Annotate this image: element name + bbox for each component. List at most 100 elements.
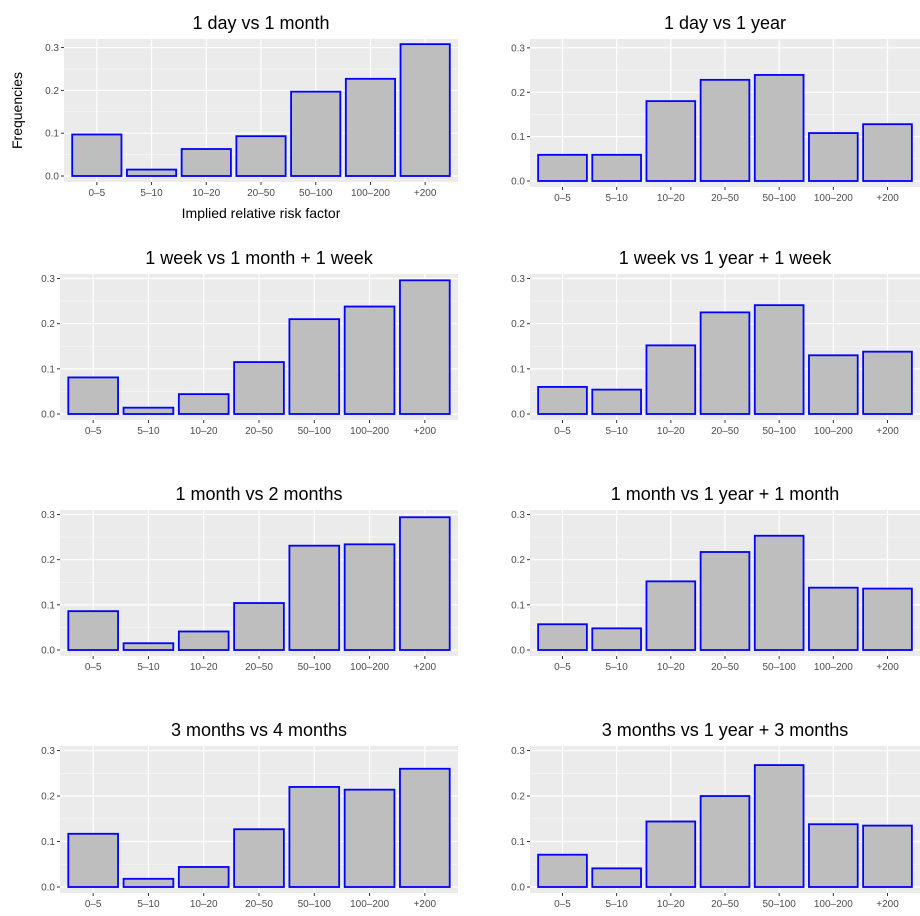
x-tick-label: 0–5 [554,662,571,673]
x-tick-label: 5–10 [140,188,163,199]
bar [808,354,859,415]
y-tick-label: 0.2 [511,792,525,803]
y-tick-label: 0.0 [41,646,55,657]
bar [537,386,588,415]
bar [177,866,230,888]
y-tick-label: 0.2 [41,792,55,803]
bar [233,828,285,888]
bar [699,311,751,415]
x-tick-label: 100–200 [350,426,389,437]
y-tick-label: 0.1 [511,600,525,611]
x-tick-label: +200 [414,188,437,199]
panel-title: 3 months vs 4 months [171,720,347,740]
chart-panel: 0.0 0.1 0.2 0.3 0–5 5–10 10–20 20–50 50–100 100–2… [41,484,458,673]
x-tick-label: 100–200 [814,426,853,437]
x-tick-label: 50–100 [298,662,332,673]
x-tick-label: 0–5 [554,426,571,437]
chart-panel: 0.0 0.1 0.2 0.3 0–5 5–10 10–20 20–50 50–100 100–2… [9,13,458,221]
x-tick-label: 5–10 [606,193,629,204]
bar [399,43,451,177]
x-tick-label: 5–10 [606,662,629,673]
x-axis-label: Implied relative risk factor [182,205,341,221]
bar [67,832,119,888]
y-tick-label: 0.3 [511,43,525,54]
x-tick-label: 50–100 [762,662,796,673]
y-tick-label: 0.3 [45,43,59,54]
y-tick-label: 0.3 [511,746,525,757]
x-tick-label: 20–50 [247,188,275,199]
bar [591,867,642,888]
x-tick-label: +200 [414,662,437,673]
y-tick-label: 0.2 [45,86,59,97]
x-tick-label: +200 [876,426,899,437]
y-tick-label: 0.0 [511,646,525,657]
bar [537,853,588,888]
x-tick-label: 20–50 [711,899,739,910]
y-tick-label: 0.1 [511,837,525,848]
bar [288,544,341,651]
bar [753,764,805,888]
x-tick-label: 5–10 [137,662,160,673]
bar [235,135,287,177]
chart-panel: 0.0 0.1 0.2 0.3 0–5 5–10 10–20 20–50 50–100 100–2… [41,248,458,437]
chart-panel: 0.0 0.1 0.2 0.3 0–5 5–10 10–20 20–50 50–100 100–2… [511,13,920,204]
bar [808,586,859,651]
y-tick-label: 0.1 [41,600,55,611]
bar [862,824,913,888]
bar [537,153,588,182]
x-tick-label: +200 [876,899,899,910]
bar [343,543,396,651]
y-tick-label: 0.3 [511,274,525,285]
x-tick-label: 0–5 [85,899,102,910]
bar [808,823,859,888]
bar [645,820,697,888]
bar [537,623,588,651]
bar [753,304,805,415]
x-tick-label: 50–100 [762,193,796,204]
bar [645,580,697,651]
y-tick-label: 0.3 [511,510,525,521]
y-tick-label: 0.3 [41,510,55,521]
x-tick-label: 10–20 [657,662,685,673]
x-tick-label: 100–200 [350,899,389,910]
x-tick-label: 20–50 [711,193,739,204]
x-tick-label: 100–200 [350,662,389,673]
bar [808,132,859,182]
y-tick-label: 0.2 [41,555,55,566]
x-tick-label: 20–50 [245,662,273,673]
bar [399,279,451,415]
panel-title: 1 day vs 1 month [192,13,329,33]
y-tick-label: 0.0 [511,883,525,894]
x-tick-label: +200 [414,899,437,910]
bar [645,100,697,182]
bar [645,344,697,415]
x-tick-label: +200 [876,193,899,204]
bar [126,168,178,177]
x-tick-label: 100–200 [814,899,853,910]
panel-title: 1 month vs 1 year + 1 month [611,484,840,504]
x-tick-label: 20–50 [711,426,739,437]
bar [177,630,230,651]
y-tick-label: 0.1 [41,364,55,375]
bar [862,587,913,651]
y-tick-label: 0.1 [511,364,525,375]
x-tick-label: 0–5 [554,899,571,910]
chart-panel: 0.0 0.1 0.2 0.3 0–5 5–10 10–20 20–50 50–100 100–2… [41,720,458,910]
bar [399,516,451,651]
x-tick-label: 5–10 [606,899,629,910]
bar [177,393,230,415]
y-tick-label: 0.3 [41,274,55,285]
bar [591,388,642,415]
bar [288,786,341,888]
x-tick-label: 10–20 [190,426,218,437]
chart-panel: 0.0 0.1 0.2 0.3 0–5 5–10 10–20 20–50 50–100 100–2… [511,720,920,910]
bar [122,642,175,651]
x-tick-label: 5–10 [606,426,629,437]
x-tick-label: +200 [414,426,437,437]
x-tick-label: 0–5 [554,193,571,204]
y-tick-label: 0.2 [41,319,55,330]
panel-title: 3 months vs 1 year + 3 months [602,720,849,740]
chart-panel: 0.0 0.1 0.2 0.3 0–5 5–10 10–20 20–50 50–100 100–2… [511,248,920,437]
bar [233,361,285,415]
bar [591,627,642,651]
